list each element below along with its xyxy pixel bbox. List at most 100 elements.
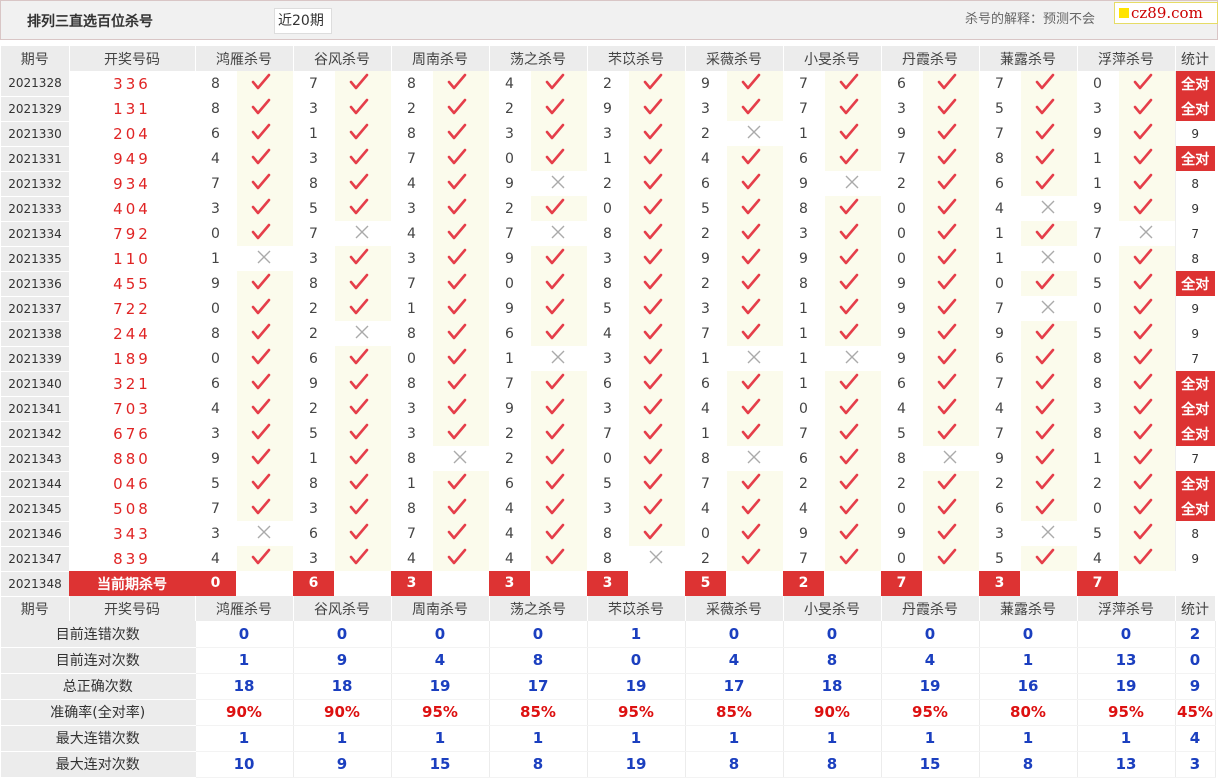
- cross-icon: [349, 224, 370, 240]
- check-icon: [349, 548, 369, 566]
- kill-number-cell: 4: [211, 400, 220, 417]
- result-cell: [923, 421, 979, 446]
- check-icon: [545, 73, 565, 91]
- check-icon: [839, 73, 859, 91]
- check-icon: [643, 473, 663, 491]
- period-cell: 2021347: [1, 546, 69, 572]
- check-icon: [251, 223, 271, 241]
- check-icon: [349, 348, 369, 366]
- row-stat-cell: 全对: [1174, 396, 1215, 421]
- kill-number-cell: 7: [1093, 225, 1102, 242]
- kill-number-cell: 7: [505, 225, 514, 242]
- current-period-cell: 2021348: [1, 571, 69, 597]
- result-cell: [1119, 446, 1175, 471]
- kill-number-cell: 3: [407, 400, 416, 417]
- check-icon: [643, 348, 663, 366]
- check-icon: [643, 373, 663, 391]
- summary-value: 1: [979, 647, 1078, 674]
- kill-number-cell: 3: [995, 525, 1004, 542]
- check-icon: [643, 323, 663, 341]
- kill-number-cell: 3: [799, 225, 808, 242]
- result-cell: [1021, 321, 1077, 346]
- result-cell: [629, 371, 685, 396]
- kill-number-cell: 9: [701, 250, 710, 267]
- kill-number-table: 期号 开奖号码 鸿雁杀号 谷风杀号 周南杀号 荡之杀号 芣苡杀号 采薇杀号 小旻杀号 丹霞杀号 蒹露…: [1, 46, 1216, 778]
- row-stat-cell: 全对: [1174, 71, 1215, 96]
- draw-number-cell: 676: [113, 424, 151, 443]
- draw-number-cell: 046: [113, 474, 151, 493]
- check-icon: [741, 73, 761, 91]
- summary-value: 90%: [195, 699, 294, 726]
- kill-number-cell: 3: [603, 350, 612, 367]
- result-cell: [923, 396, 979, 421]
- result-cell: [727, 96, 783, 121]
- kill-number-cell: 2: [603, 175, 612, 192]
- result-cell: [825, 146, 881, 171]
- result-cell: [1021, 221, 1077, 246]
- result-cell: [335, 271, 391, 296]
- period-cell: 2021329: [1, 96, 69, 122]
- kill-number-cell: 6: [603, 375, 612, 392]
- check-icon: [349, 498, 369, 516]
- result-cell: [335, 396, 391, 421]
- kill-number-cell: 8: [897, 450, 906, 467]
- check-icon: [349, 248, 369, 266]
- kill-number-cell: 2: [897, 475, 906, 492]
- result-cell: [825, 96, 881, 121]
- current-kill-cell: 7: [1077, 571, 1175, 596]
- kill-number-cell: 1: [995, 225, 1004, 242]
- kill-number-cell: 2: [799, 475, 808, 492]
- result-cell: [825, 521, 881, 546]
- check-icon: [839, 198, 859, 216]
- kill-number-cell: 1: [1093, 150, 1102, 167]
- period-cell: 2021343: [1, 446, 69, 472]
- current-kill-badge: 6: [293, 571, 334, 596]
- result-cell: [531, 546, 587, 571]
- check-icon: [251, 148, 271, 166]
- cross-icon: [251, 249, 272, 265]
- kill-number-cell: 3: [211, 200, 220, 217]
- result-cell: [1021, 146, 1077, 171]
- check-icon: [349, 198, 369, 216]
- check-icon: [1035, 173, 1055, 191]
- kill-number-cell: 4: [211, 550, 220, 567]
- summary-value: 4: [1175, 725, 1216, 752]
- summary-value: 13: [1077, 751, 1176, 778]
- kill-number-cell: 4: [1093, 550, 1102, 567]
- check-icon: [643, 223, 663, 241]
- period-range-select[interactable]: 近20期: [274, 8, 332, 34]
- check-icon: [839, 523, 859, 541]
- result-cell: [237, 221, 293, 246]
- summary-row: 目前连对次数 1 9 4 8 0 4 8 4 1 13 0: [1, 647, 1216, 674]
- result-cell: [727, 321, 783, 346]
- kill-number-cell: 7: [407, 150, 416, 167]
- summary-value: 1: [783, 725, 882, 752]
- result-cell: [727, 71, 783, 96]
- result-cell: [237, 421, 293, 446]
- draw-number-cell: 336: [113, 74, 151, 93]
- kill-number-cell: 1: [799, 125, 808, 142]
- check-icon: [1035, 473, 1055, 491]
- result-cell: [923, 171, 979, 196]
- check-icon: [937, 373, 957, 391]
- result-cell: [433, 171, 489, 196]
- check-icon: [937, 398, 957, 416]
- column-header: 小旻杀号: [783, 596, 882, 621]
- result-cell: [1119, 471, 1175, 496]
- result-cell: [433, 496, 489, 521]
- column-header: 浮萍杀号: [1077, 596, 1176, 621]
- current-kill-badge: 3: [587, 571, 628, 596]
- current-kill-badge: 5: [685, 571, 726, 596]
- result-cell: [335, 196, 391, 221]
- summary-value: 0: [783, 621, 882, 648]
- result-cell: [825, 246, 881, 271]
- check-icon: [447, 248, 467, 266]
- summary-value: 90%: [293, 699, 392, 726]
- period-cell: 2021341: [1, 396, 69, 422]
- check-icon: [1035, 548, 1055, 566]
- result-cell: [825, 271, 881, 296]
- row-stat-cell: 全对: [1174, 421, 1215, 446]
- check-icon: [1133, 373, 1153, 391]
- result-cell: [1021, 521, 1077, 546]
- check-icon: [741, 398, 761, 416]
